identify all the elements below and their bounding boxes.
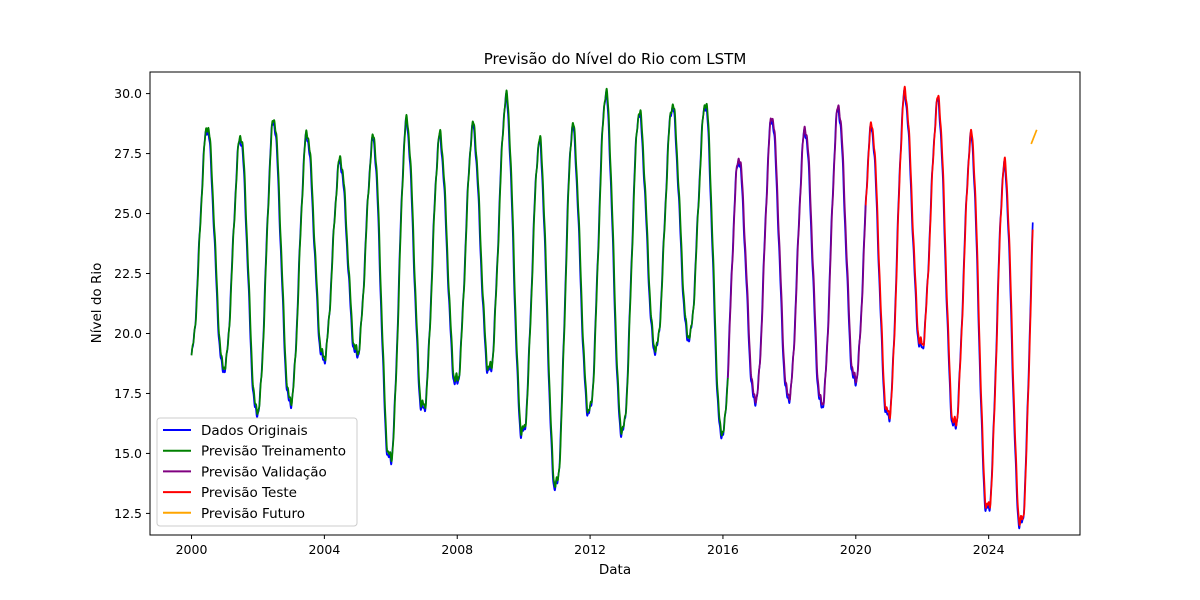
y-tick-label: 15.0	[114, 446, 142, 461]
chart-title: Previsão do Nível do Rio com LSTM	[484, 50, 747, 68]
plot-lines	[190, 85, 1038, 530]
legend-label: Previsão Teste	[201, 485, 297, 501]
x-tick-label: 2000	[176, 542, 208, 557]
x-axis-title: Data	[599, 562, 631, 578]
legend-label: Previsão Futuro	[201, 506, 305, 522]
legend-box	[156, 417, 358, 527]
series-line-1	[190, 87, 729, 489]
x-tick-label: 2024	[973, 542, 1005, 557]
plot-frame	[149, 71, 1081, 536]
y-tick-label: 25.0	[114, 206, 142, 221]
y-tick-label: 22.5	[114, 266, 142, 281]
series-line-4	[1030, 129, 1038, 145]
y-tick-label: 27.5	[114, 146, 142, 161]
series-line-2	[727, 104, 867, 406]
y-axis-title: Nível do Rio	[89, 263, 105, 344]
y-tick-label: 30.0	[114, 86, 142, 101]
x-axis: 2000 2004 2008 2012 2016 2020 2024	[176, 535, 1005, 557]
y-tick-label: 12.5	[114, 506, 142, 521]
legend-label: Dados Originais	[201, 423, 308, 439]
x-tick-label: 2016	[707, 542, 739, 557]
x-tick-label: 2008	[441, 542, 473, 557]
y-axis: 12.5 15.0 17.5 20.0 22.5 25.0 27.5 30.0	[114, 86, 150, 521]
y-tick-label: 20.0	[114, 326, 142, 341]
x-tick-label: 2004	[308, 542, 340, 557]
legend-label: Previsão Treinamento	[201, 444, 346, 460]
legend: Dados Originais Previsão Treinamento Previ…	[156, 417, 358, 527]
legend-label: Previsão Validação	[201, 464, 327, 480]
x-tick-label: 2012	[574, 542, 606, 557]
y-tick-label: 17.5	[114, 386, 142, 401]
series-line-3	[864, 85, 1034, 527]
x-tick-label: 2020	[840, 542, 872, 557]
